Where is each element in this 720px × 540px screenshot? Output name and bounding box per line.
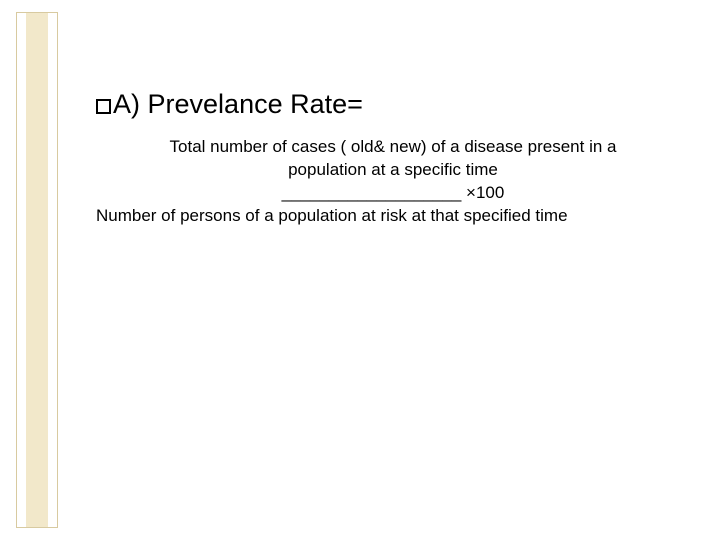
divider-row: ___________________ ×100 [96,182,690,205]
divider-underscores: ___________________ [282,183,462,202]
heading: A) Prevelance Rate= [96,88,690,122]
numerator-line-2: population at a specific time [96,159,690,182]
decorative-frame [16,12,58,528]
heading-prefix: A) [113,89,140,119]
multiplier: ×100 [466,183,504,202]
denominator: Number of persons of a population at ris… [96,205,690,228]
slide-content: A) Prevelance Rate= Total number of case… [96,88,690,228]
bullet-square-icon [96,99,111,114]
numerator-line-1: Total number of cases ( old& new) of a d… [96,136,690,159]
heading-text: Prevelance Rate= [148,89,363,119]
